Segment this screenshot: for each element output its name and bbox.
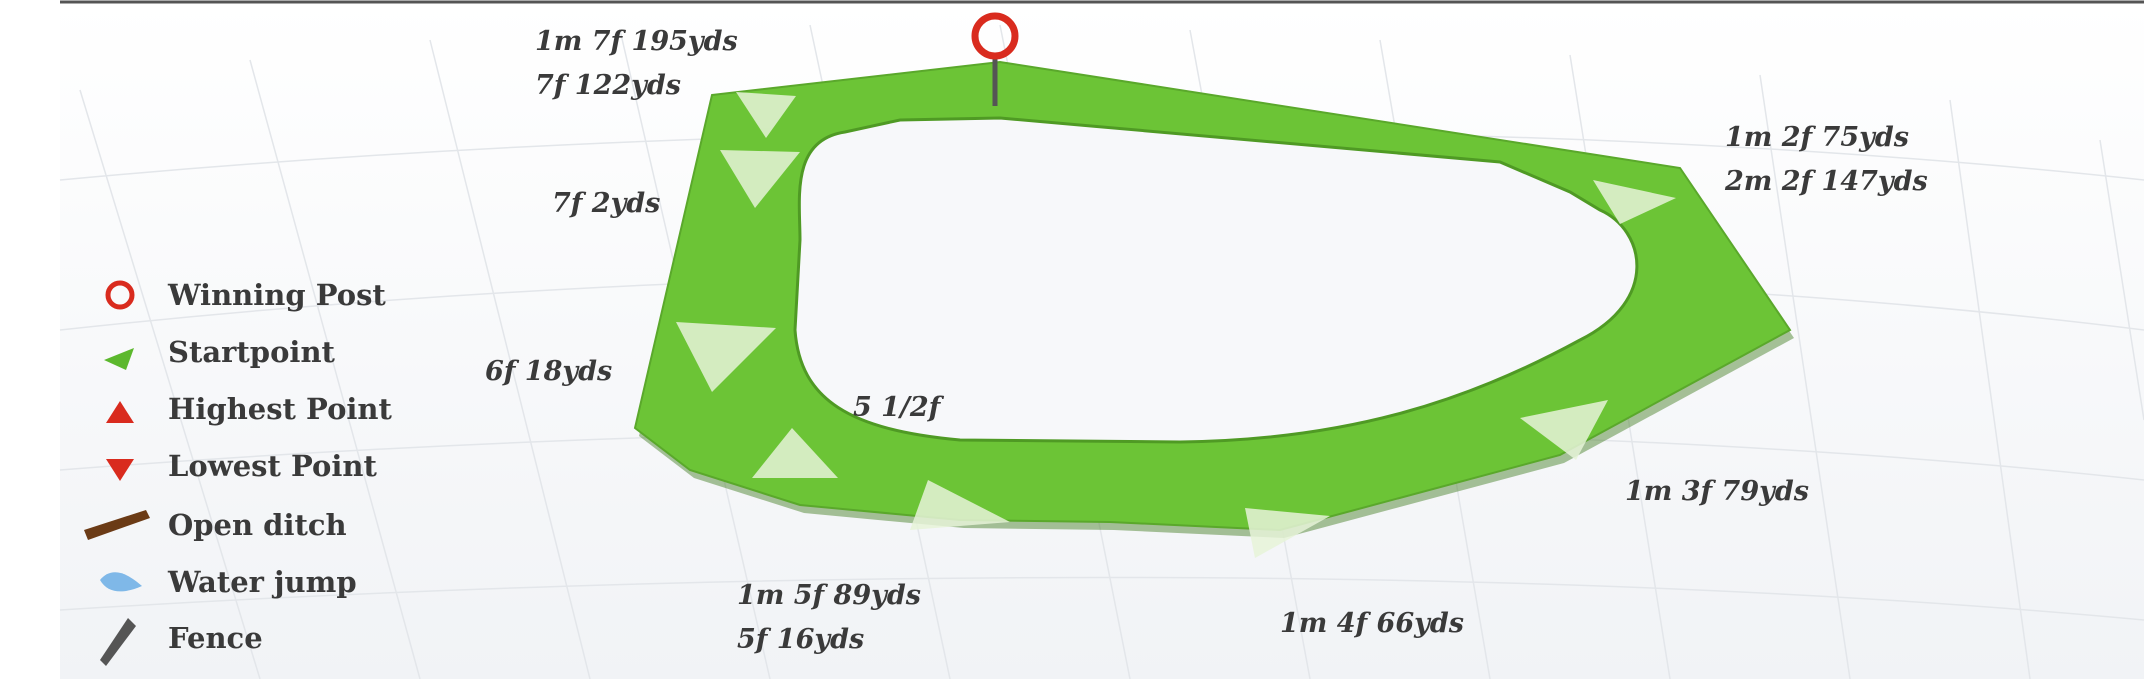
highest-point-triangle-icon	[106, 401, 134, 423]
startpoint-triangle-icon	[104, 348, 134, 370]
distance-label: 7f 2yds	[552, 188, 661, 219]
lowest-point-triangle-icon	[106, 459, 134, 481]
racecourse-track	[633, 12, 1794, 558]
startpoint-marker	[752, 428, 838, 478]
legend-label-startpoint: Startpoint	[168, 335, 335, 369]
legend-label-fence: Fence	[168, 621, 263, 655]
winning-post	[971, 12, 1019, 106]
distance-label: 7f 122yds	[535, 70, 681, 101]
legend-icons	[84, 280, 150, 666]
distance-label: 5f 16yds	[737, 624, 865, 655]
distance-label: 1m 7f 195yds	[535, 26, 738, 57]
legend-label-water-jump: Water jump	[168, 565, 357, 599]
legend-label-open-ditch: Open ditch	[168, 508, 347, 542]
distance-label: 1m 4f 66yds	[1280, 608, 1464, 639]
startpoint-marker	[676, 322, 776, 392]
startpoint-marker	[910, 480, 1010, 530]
legend-label-highest-point: Highest Point	[168, 392, 392, 426]
distance-label: 2m 2f 147yds	[1725, 166, 1928, 197]
startpoint-marker	[1520, 400, 1608, 460]
startpoint-marker	[720, 150, 800, 208]
fence-icon	[100, 618, 136, 666]
legend-label-lowest-point: Lowest Point	[168, 449, 377, 483]
winning-post-circle-icon	[105, 280, 135, 310]
startpoint-marker	[1593, 180, 1676, 224]
water-jump-icon	[100, 572, 142, 592]
track-inner-edge	[793, 116, 1639, 444]
startpoint-marker	[736, 92, 796, 138]
distance-label: 1m 2f 75yds	[1725, 122, 1909, 153]
startpoint-marker	[1245, 508, 1330, 558]
open-ditch-icon	[84, 510, 150, 540]
distance-label: 1m 5f 89yds	[737, 580, 921, 611]
distance-label: 1m 3f 79yds	[1625, 476, 1809, 507]
distance-label: 5 1/2f	[853, 392, 941, 423]
legend-label-winning-post: Winning Post	[168, 278, 386, 312]
distance-label: 6f 18yds	[485, 356, 613, 387]
